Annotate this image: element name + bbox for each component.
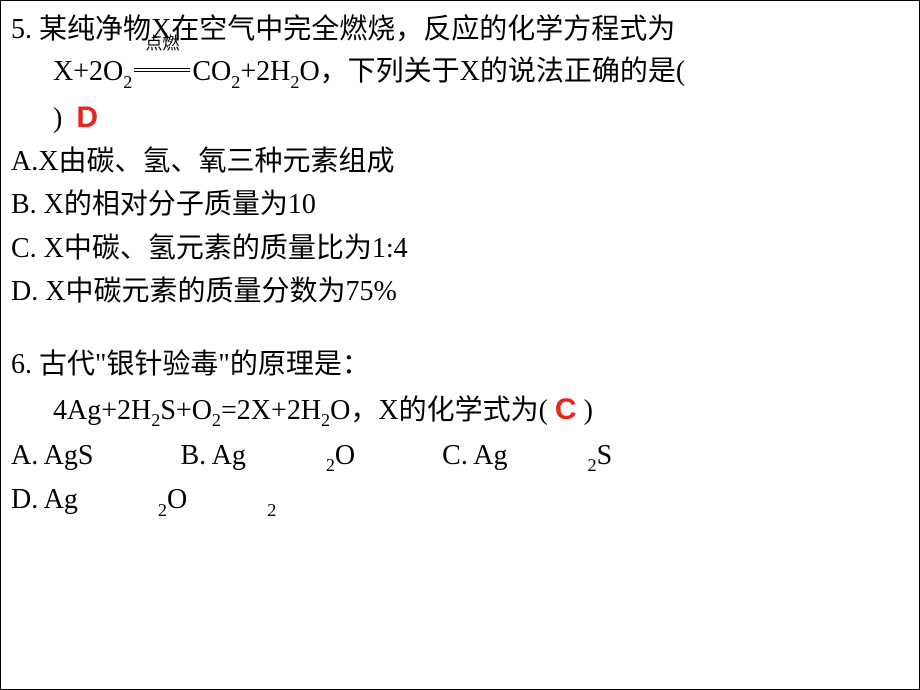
q5-option-c: C. X中碳、氢元素的质量比为1:4 (11, 227, 909, 270)
q6-option-a: A. AgS (11, 434, 93, 477)
arrow-line-icon (134, 68, 190, 72)
q6-d-sub2: 2 (267, 500, 276, 520)
q6-mid3: O，X的化学式为( (330, 395, 555, 426)
q5-eq-r2: +2H (240, 56, 290, 87)
q6-option-c: C. Ag 2S (442, 434, 612, 479)
q6-answer: C (555, 393, 577, 426)
q6-options: A. AgS B. Ag2O C. Ag2S D. Ag2O2 (11, 434, 909, 524)
q6-sub2: 2 (212, 410, 221, 430)
q5-eq-left: X+2O (53, 56, 123, 87)
q6-b-sub: 2 (326, 455, 335, 475)
q6-d-sub: 2 (158, 500, 167, 520)
q6-option-b: B. Ag 2O (180, 434, 355, 479)
arrow-label: 点燃 (132, 31, 192, 57)
q6-mid2: =2X+2H (221, 395, 321, 426)
q5-option-a: A.X由碳、氢、氧三种元素组成 (11, 140, 909, 183)
q6-mid1: S+O (160, 395, 212, 426)
q6-c-sub: 2 (588, 455, 597, 475)
q5-line3: ) D (11, 95, 909, 140)
q6-option-d: D. Ag2O2 (11, 478, 276, 523)
q6-sub3: 2 (321, 410, 330, 430)
q6-b-post: O (335, 434, 355, 477)
q6-c-post: S (597, 434, 613, 477)
q6-equation-line: 4Ag+2H2S+O2=2X+2H2O，X的化学式为( C ) (11, 387, 909, 434)
q6-close: ) (577, 395, 593, 426)
q5-eq-r1: CO (192, 56, 231, 87)
q5-answer: D (76, 101, 98, 134)
q5-close-paren: ) (53, 103, 62, 134)
reaction-arrow: 点燃 (132, 51, 192, 93)
q6-c-pre: C. Ag (442, 434, 507, 477)
question-6: 6. 古代"银针验毒"的原理是： 4Ag+2H2S+O2=2X+2H2O，X的化… (11, 343, 909, 523)
q5-eq-r1-sub: 2 (231, 72, 240, 92)
q6-d-pre: D. Ag (11, 478, 78, 521)
q5-option-d: D. X中碳元素的质量分数为75% (11, 270, 909, 313)
q6-line1: 6. 古代"银针验毒"的原理是： (11, 343, 909, 386)
q5-option-b: B. X的相对分子质量为10 (11, 183, 909, 226)
q6-d-mid: O (167, 478, 187, 521)
q6-sub1: 2 (151, 410, 160, 430)
q5-eq-left-sub: 2 (123, 72, 132, 92)
q5-equation-line: X+2O2点燃CO2+2H2O，下列关于X的说法正确的是( (11, 51, 909, 95)
q6-eq-pre: 4Ag+2H (53, 395, 151, 426)
q5-eq-r2-sub: 2 (290, 72, 299, 92)
question-5: 5. 某纯净物X在空气中完全燃烧，反应的化学方程式为 X+2O2点燃CO2+2H… (11, 9, 909, 313)
q6-b-pre: B. Ag (180, 434, 245, 477)
q5-eq-r3: O，下列关于X的说法正确的是( (299, 56, 685, 87)
